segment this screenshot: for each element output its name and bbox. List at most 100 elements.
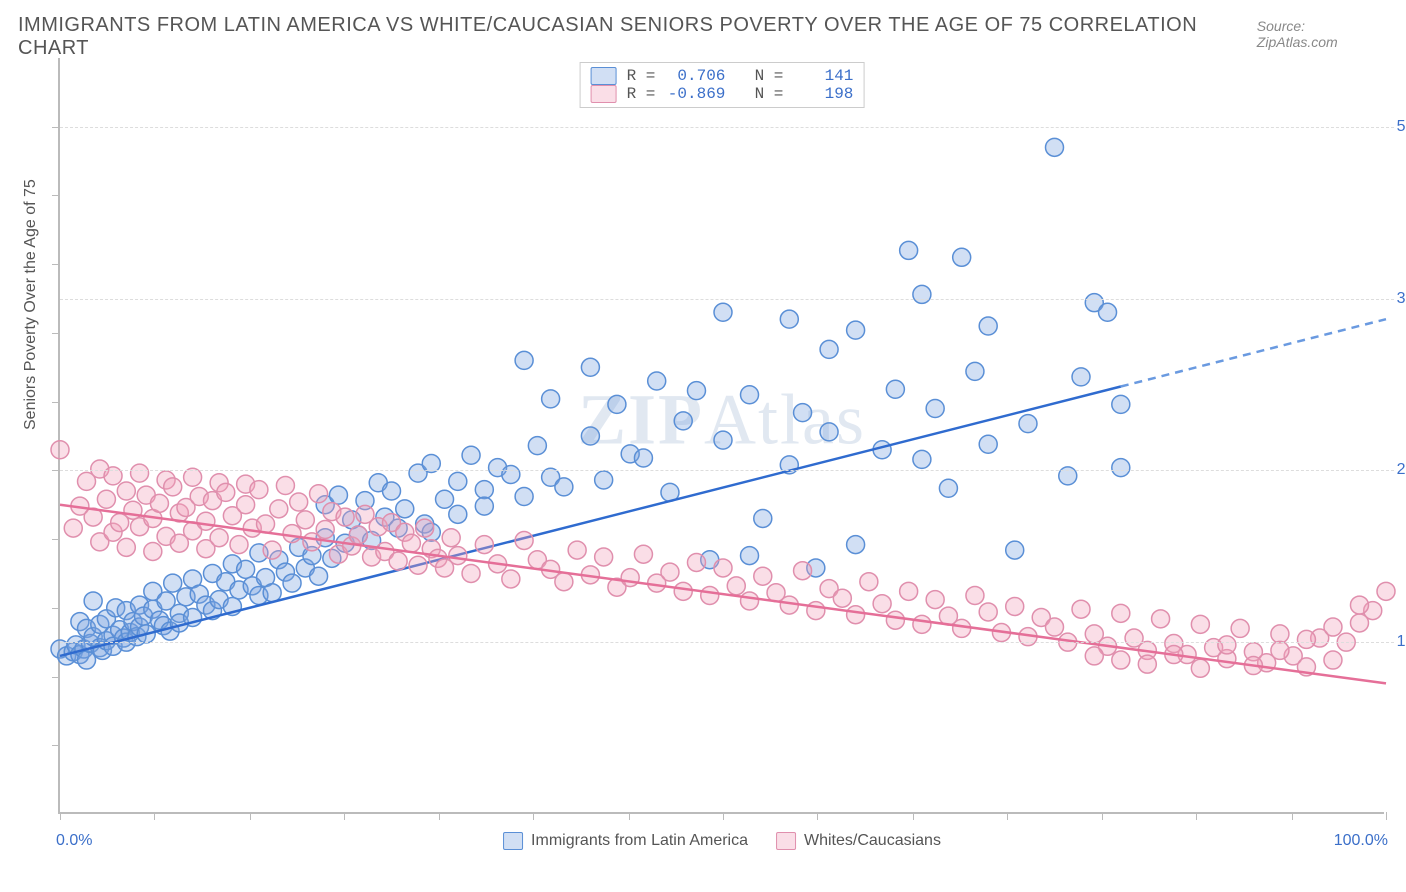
data-point-latin	[237, 560, 255, 578]
gridline	[60, 299, 1394, 300]
corr-r-value: -0.869	[665, 85, 725, 103]
data-point-white	[661, 563, 679, 581]
data-point-latin	[794, 404, 812, 422]
data-point-latin	[581, 427, 599, 445]
data-point-latin	[515, 351, 533, 369]
legend-label: Immigrants from Latin America	[531, 832, 748, 850]
data-point-white	[230, 536, 248, 554]
data-point-white	[1085, 647, 1103, 665]
data-point-white	[1191, 615, 1209, 633]
data-point-latin	[164, 574, 182, 592]
data-point-white	[257, 515, 275, 533]
data-point-white	[462, 564, 480, 582]
data-point-white	[1271, 625, 1289, 643]
data-point-white	[402, 534, 420, 552]
data-point-latin	[84, 592, 102, 610]
legend-swatch	[503, 832, 523, 850]
data-point-white	[131, 464, 149, 482]
data-point-white	[794, 562, 812, 580]
corr-n-value: 141	[793, 67, 853, 85]
data-point-white	[515, 531, 533, 549]
data-point-white	[449, 547, 467, 565]
data-point-white	[1112, 651, 1130, 669]
data-point-white	[1271, 641, 1289, 659]
data-point-latin	[926, 400, 944, 418]
data-point-white	[634, 545, 652, 563]
x-axis-max-label: 100.0%	[1334, 832, 1388, 850]
data-point-white	[741, 592, 759, 610]
data-point-white	[847, 606, 865, 624]
data-point-white	[263, 541, 281, 559]
data-point-latin	[528, 437, 546, 455]
x-tick	[817, 812, 818, 820]
chart-svg	[60, 58, 1384, 812]
data-point-latin	[1112, 459, 1130, 477]
data-point-white	[873, 595, 891, 613]
data-point-white	[1152, 610, 1170, 628]
data-point-latin	[1099, 303, 1117, 321]
corr-legend-row-latin: R =0.706 N =141	[591, 67, 854, 85]
data-point-latin	[714, 431, 732, 449]
y-tick	[52, 608, 60, 609]
x-tick	[1292, 812, 1293, 820]
data-point-white	[117, 482, 135, 500]
data-point-latin	[608, 395, 626, 413]
data-point-latin	[979, 317, 997, 335]
y-grid-label: 37.5%	[1392, 290, 1406, 308]
data-point-latin	[687, 382, 705, 400]
data-point-white	[1218, 636, 1236, 654]
data-point-latin	[515, 487, 533, 505]
data-point-white	[475, 536, 493, 554]
data-point-latin	[542, 390, 560, 408]
y-tick	[52, 333, 60, 334]
data-point-latin	[283, 574, 301, 592]
x-tick	[1386, 812, 1387, 820]
data-point-latin	[674, 412, 692, 430]
data-point-latin	[1112, 395, 1130, 413]
data-point-latin	[820, 423, 838, 441]
y-grid-label: 25.0%	[1392, 461, 1406, 479]
data-point-latin	[953, 248, 971, 266]
data-point-latin	[310, 567, 328, 585]
data-point-white	[886, 611, 904, 629]
x-tick	[154, 812, 155, 820]
data-point-white	[144, 542, 162, 560]
data-point-white	[250, 481, 268, 499]
data-point-latin	[847, 536, 865, 554]
data-point-white	[807, 602, 825, 620]
data-point-latin	[555, 478, 573, 496]
data-point-white	[913, 615, 931, 633]
y-tick	[52, 677, 60, 678]
corr-n-label: N =	[735, 85, 783, 103]
data-point-white	[1072, 600, 1090, 618]
data-point-latin	[741, 547, 759, 565]
data-point-white	[409, 556, 427, 574]
data-point-white	[1138, 655, 1156, 673]
x-tick	[1007, 812, 1008, 820]
data-point-white	[117, 538, 135, 556]
x-tick	[1196, 812, 1197, 820]
data-point-white	[555, 573, 573, 591]
data-point-white	[1046, 618, 1064, 636]
data-point-white	[310, 485, 328, 503]
data-point-latin	[966, 362, 984, 380]
gridline	[60, 642, 1394, 643]
data-point-white	[1324, 651, 1342, 669]
legend-label: Whites/Caucasians	[804, 832, 941, 850]
data-point-white	[979, 603, 997, 621]
data-point-white	[674, 582, 692, 600]
data-point-latin	[900, 241, 918, 259]
data-point-white	[1377, 582, 1395, 600]
data-point-latin	[741, 386, 759, 404]
data-point-latin	[1046, 138, 1064, 156]
data-point-latin	[847, 321, 865, 339]
y-grid-label: 12.5%	[1392, 633, 1406, 651]
data-point-white	[926, 591, 944, 609]
corr-r-label: R =	[627, 67, 656, 85]
corr-n-label: N =	[735, 67, 783, 85]
data-point-white	[336, 508, 354, 526]
data-point-latin	[913, 285, 931, 303]
y-tick	[52, 539, 60, 540]
data-point-latin	[714, 303, 732, 321]
data-point-white	[1112, 604, 1130, 622]
